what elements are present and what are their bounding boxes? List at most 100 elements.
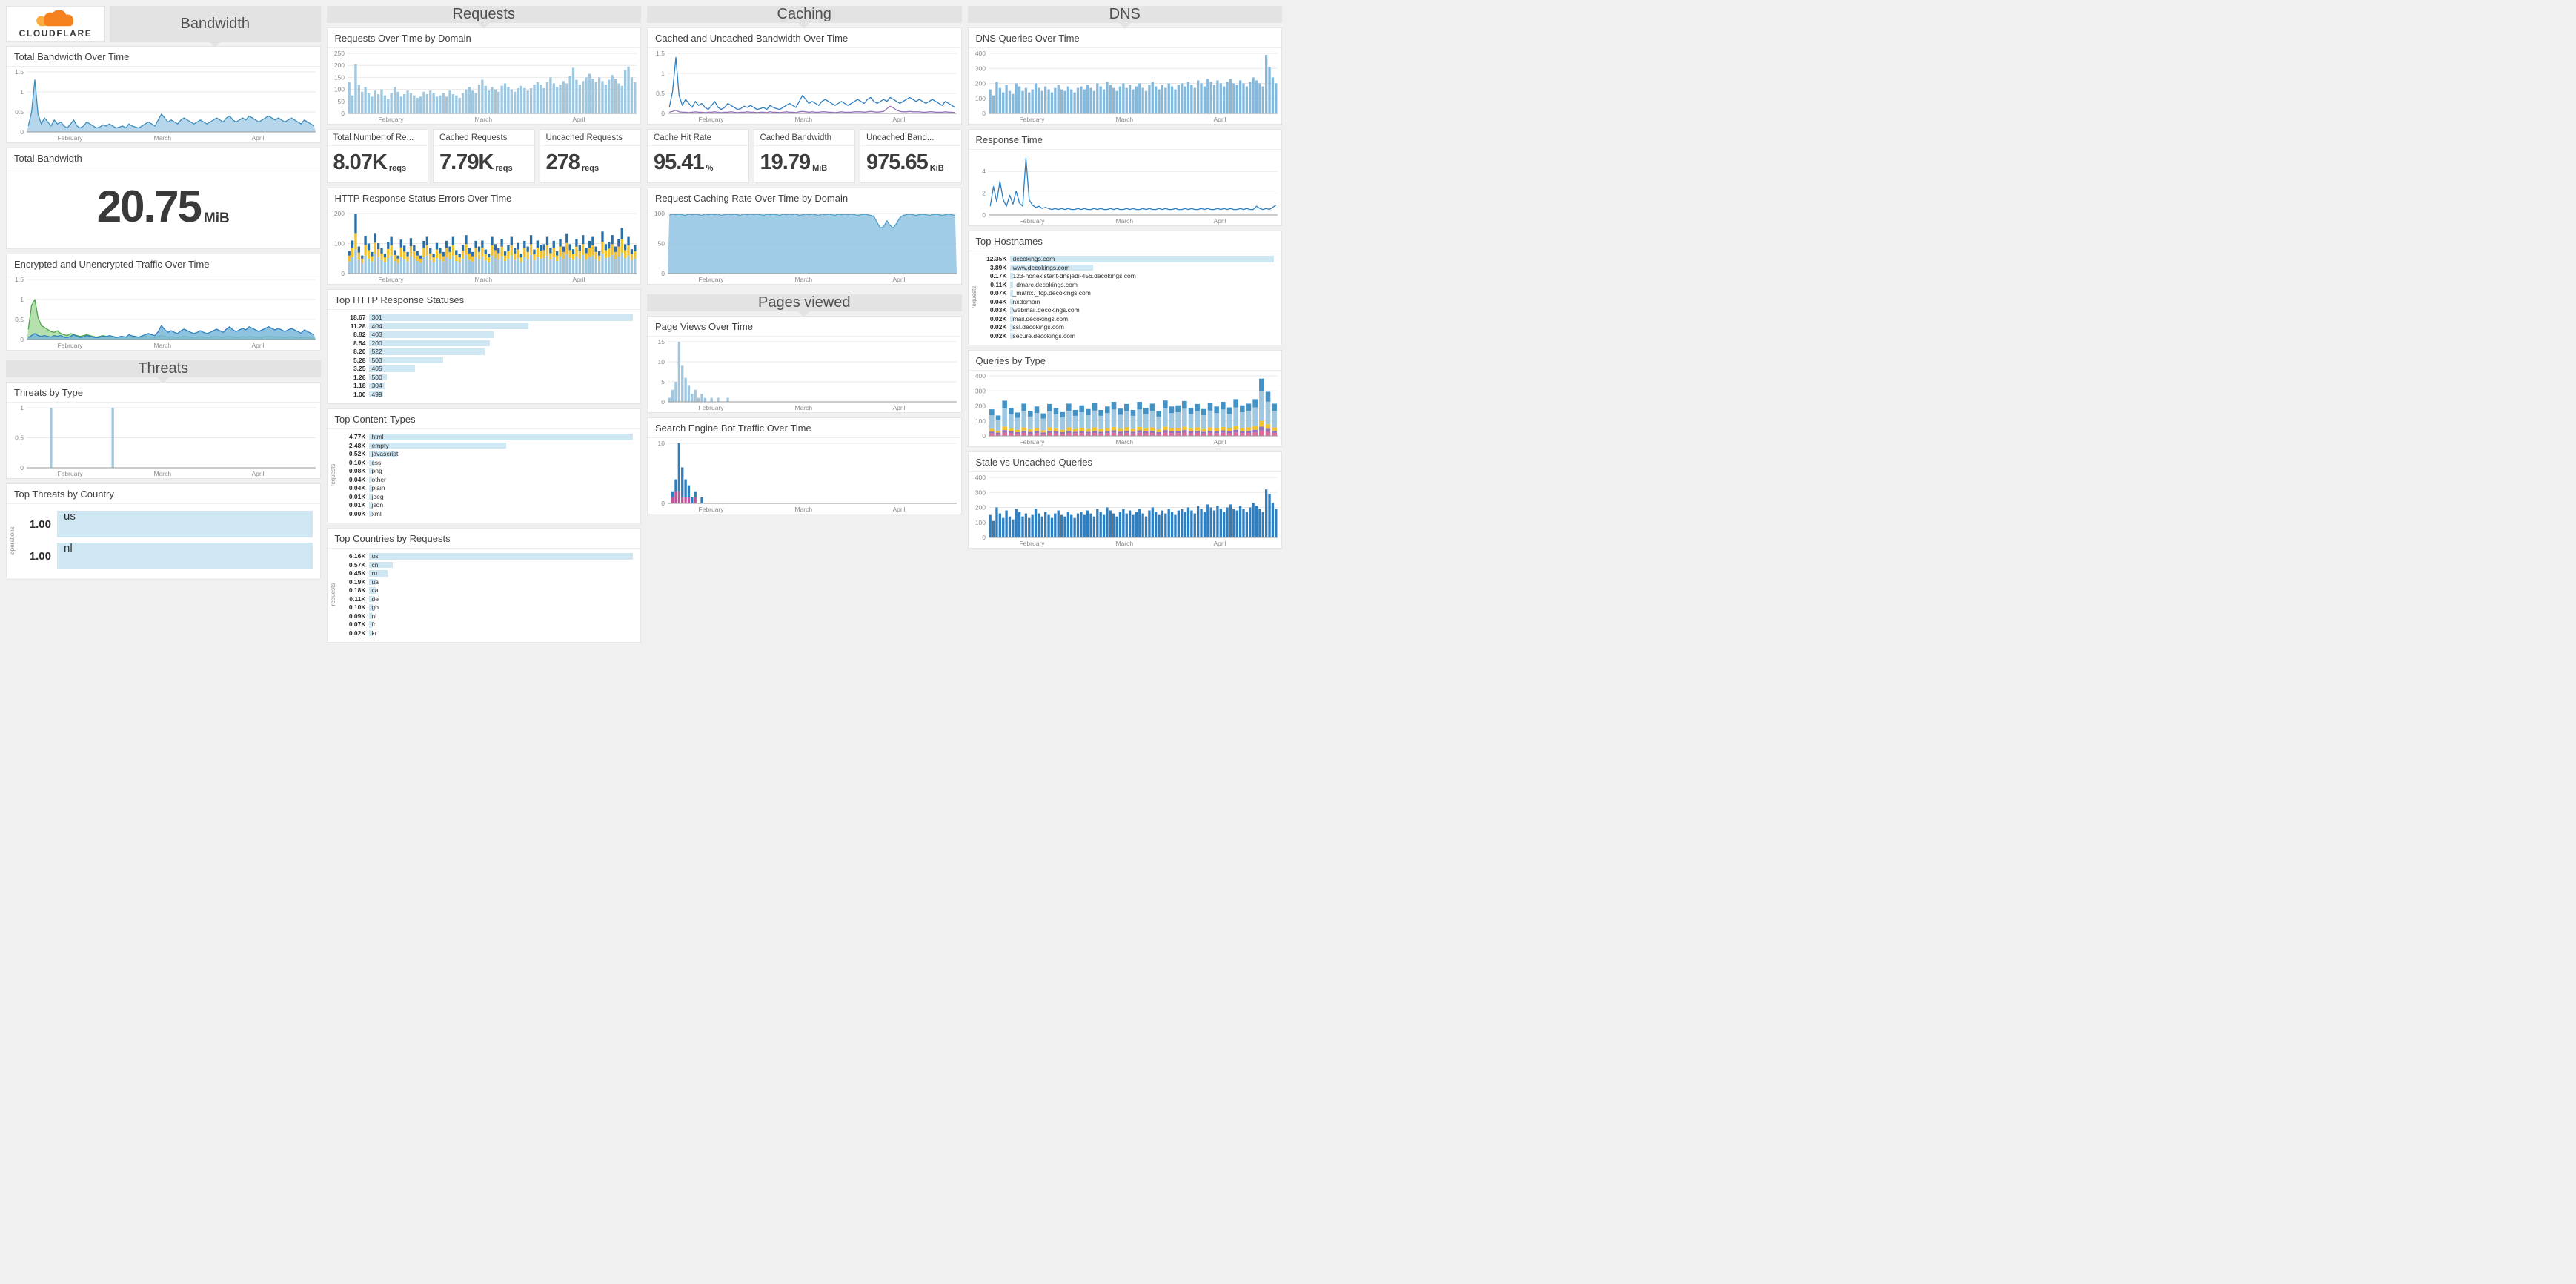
requests-column: Requests Requests Over Time by Domain 0 5…: [326, 6, 641, 643]
svg-text:March: March: [794, 276, 812, 283]
stat-value-total-requests: 8.07K reqs: [328, 146, 428, 182]
panel-bot-traffic: Search Engine Bot Traffic Over Time 0 10 F…: [647, 417, 962, 514]
bar-value: 0.09K: [348, 612, 366, 620]
section-title-caching: Caching: [777, 6, 831, 22]
encrypted-traffic-chart: 0 0.5 1 1.5 February March April: [7, 274, 320, 350]
stat-cached-requests: Cached Requests 7.79K reqs: [433, 129, 535, 183]
bar-value: 2.48K: [348, 441, 366, 449]
bar-fill: [368, 314, 633, 321]
bar-track: other: [368, 475, 634, 484]
bar-label: 403: [371, 331, 382, 338]
svg-text:1.5: 1.5: [656, 50, 665, 57]
bar-fill: [368, 510, 373, 517]
svg-text:March: March: [794, 506, 812, 513]
bar-track: secure.decokings.com: [1009, 332, 1275, 340]
cloudflare-logo[interactable]: CLOUDFLARE: [6, 6, 105, 42]
bar-fill: [368, 391, 383, 397]
bar-fill: [368, 468, 374, 474]
bar-track: ssl.decokings.com: [1009, 323, 1275, 331]
dns-queries-chart: 0 100 200 300 400 February March April: [969, 48, 1282, 124]
bar-value: 0.11K: [349, 595, 366, 603]
bar-value: 0.04K: [989, 297, 1007, 305]
svg-text:100: 100: [975, 95, 985, 102]
panel-http-errors: HTTP Response Status Errors Over Time 0 1…: [326, 188, 641, 285]
svg-text:March: March: [1115, 438, 1133, 446]
bar-fill: [368, 493, 373, 500]
section-header-caching: Caching: [647, 6, 962, 29]
stat-unit: %: [706, 164, 714, 173]
bar-row-kr: 0.02K kr: [341, 629, 634, 638]
svg-text:1.5: 1.5: [15, 276, 24, 283]
panel-dns-queries: DNS Queries Over Time 0 100 200 300 400 Febru…: [967, 27, 1282, 125]
bar-value: 0.04K: [348, 475, 366, 483]
bar-fill: [368, 451, 398, 457]
bar-row-404: 11.28 404: [341, 322, 634, 331]
bar-row-mail.decokings.com: 0.02K mail.decokings.com: [982, 315, 1275, 323]
dns-column: DNS DNS Queries Over Time 0 100 200 300 400 F…: [967, 6, 1282, 549]
panel-title-requests-over-time: Requests Over Time by Domain: [327, 28, 640, 48]
bar-label: javascript: [371, 450, 399, 457]
bar-value: 18.67: [350, 314, 366, 322]
bar-row-us: 1.00 us: [20, 510, 313, 538]
bar-label: de: [371, 595, 379, 603]
svg-text:April: April: [892, 404, 905, 411]
bar-fill: [368, 348, 485, 355]
bar-row-200: 8.54 200: [341, 340, 634, 348]
section-title-requests: Requests: [452, 6, 516, 22]
svg-text:March: March: [474, 116, 492, 123]
bar-fill: [1009, 315, 1014, 322]
axis-unit-label: requests: [329, 463, 336, 487]
bar-fill: [57, 511, 313, 537]
bar-value: 0.10K: [348, 603, 366, 612]
bar-fill: [368, 374, 387, 380]
svg-text:February: February: [1019, 540, 1045, 547]
svg-text:February: February: [378, 116, 404, 123]
stat-total-requests: Total Number of Re... 8.07K reqs: [326, 129, 428, 183]
svg-text:April: April: [892, 116, 905, 123]
bar-label: other: [371, 475, 386, 483]
bar-label: _dmarc.decokings.com: [1012, 280, 1078, 288]
bar-track: _matrix._tcp.decokings.com: [1009, 289, 1275, 297]
svg-text:February: February: [1019, 438, 1045, 446]
bar-row-nl: 1.00 nl: [20, 542, 313, 570]
bar-label: us: [64, 510, 76, 523]
caching-rate-chart: 0 50 100 February March April: [648, 208, 961, 284]
svg-text:10: 10: [658, 358, 665, 365]
svg-text:0: 0: [20, 336, 24, 343]
bar-value: 1.26: [353, 373, 366, 381]
bar-label: 499: [371, 390, 382, 398]
svg-text:15: 15: [658, 338, 665, 345]
svg-text:100: 100: [975, 417, 985, 425]
total-bandwidth-value: 20.75 MiB: [7, 168, 320, 248]
bar-track: 405: [368, 365, 634, 373]
bar-fill: [368, 553, 633, 560]
svg-text:March: March: [153, 134, 171, 142]
response-time-chart: 0 2 4 February March April: [969, 150, 1282, 225]
bar-fill: [368, 476, 373, 483]
bar-row-_matrix._tcp.decokings.com: 0.07K _matrix._tcp.decokings.com: [982, 289, 1275, 297]
bar-value: 0.57K: [348, 560, 366, 569]
bar-row-405: 3.25 405: [341, 365, 634, 373]
panel-page-views: Page Views Over Time 0 5 10 15 February March…: [647, 316, 962, 413]
bar-label: nxdomain: [1012, 297, 1040, 305]
bar-value: 0.02K: [989, 323, 1007, 331]
section-header-bandwidth: Bandwidth: [110, 6, 321, 47]
svg-text:February: February: [698, 404, 724, 411]
bar-value: 4.77K: [348, 433, 366, 441]
bar-label: webmail.decokings.com: [1012, 306, 1080, 314]
svg-text:April: April: [251, 342, 264, 349]
bar-label: css: [371, 458, 382, 466]
stat-title-total-requests: Total Number of Re...: [327, 130, 428, 146]
bar-value: 0.08K: [348, 467, 366, 475]
bar-row-webmail.decokings.com: 0.03K webmail.decokings.com: [982, 306, 1275, 314]
section-title-pages-viewed: Pages viewed: [757, 294, 851, 311]
bar-label: kr: [371, 629, 377, 637]
stat-value-cached-bandwidth: 19.79 MiB: [754, 146, 855, 182]
top-countries-list: requests 6.16K us 0.57K cn 0.45K ru 0.19K ua 0.18…: [328, 549, 641, 642]
stat-unit: MiB: [812, 164, 828, 173]
bar-track: fr: [368, 621, 634, 629]
svg-text:200: 200: [975, 403, 985, 410]
bar-track: 503: [368, 357, 634, 365]
panel-title-page-views: Page Views Over Time: [648, 317, 961, 337]
bar-row-cn: 0.57K cn: [341, 561, 634, 569]
